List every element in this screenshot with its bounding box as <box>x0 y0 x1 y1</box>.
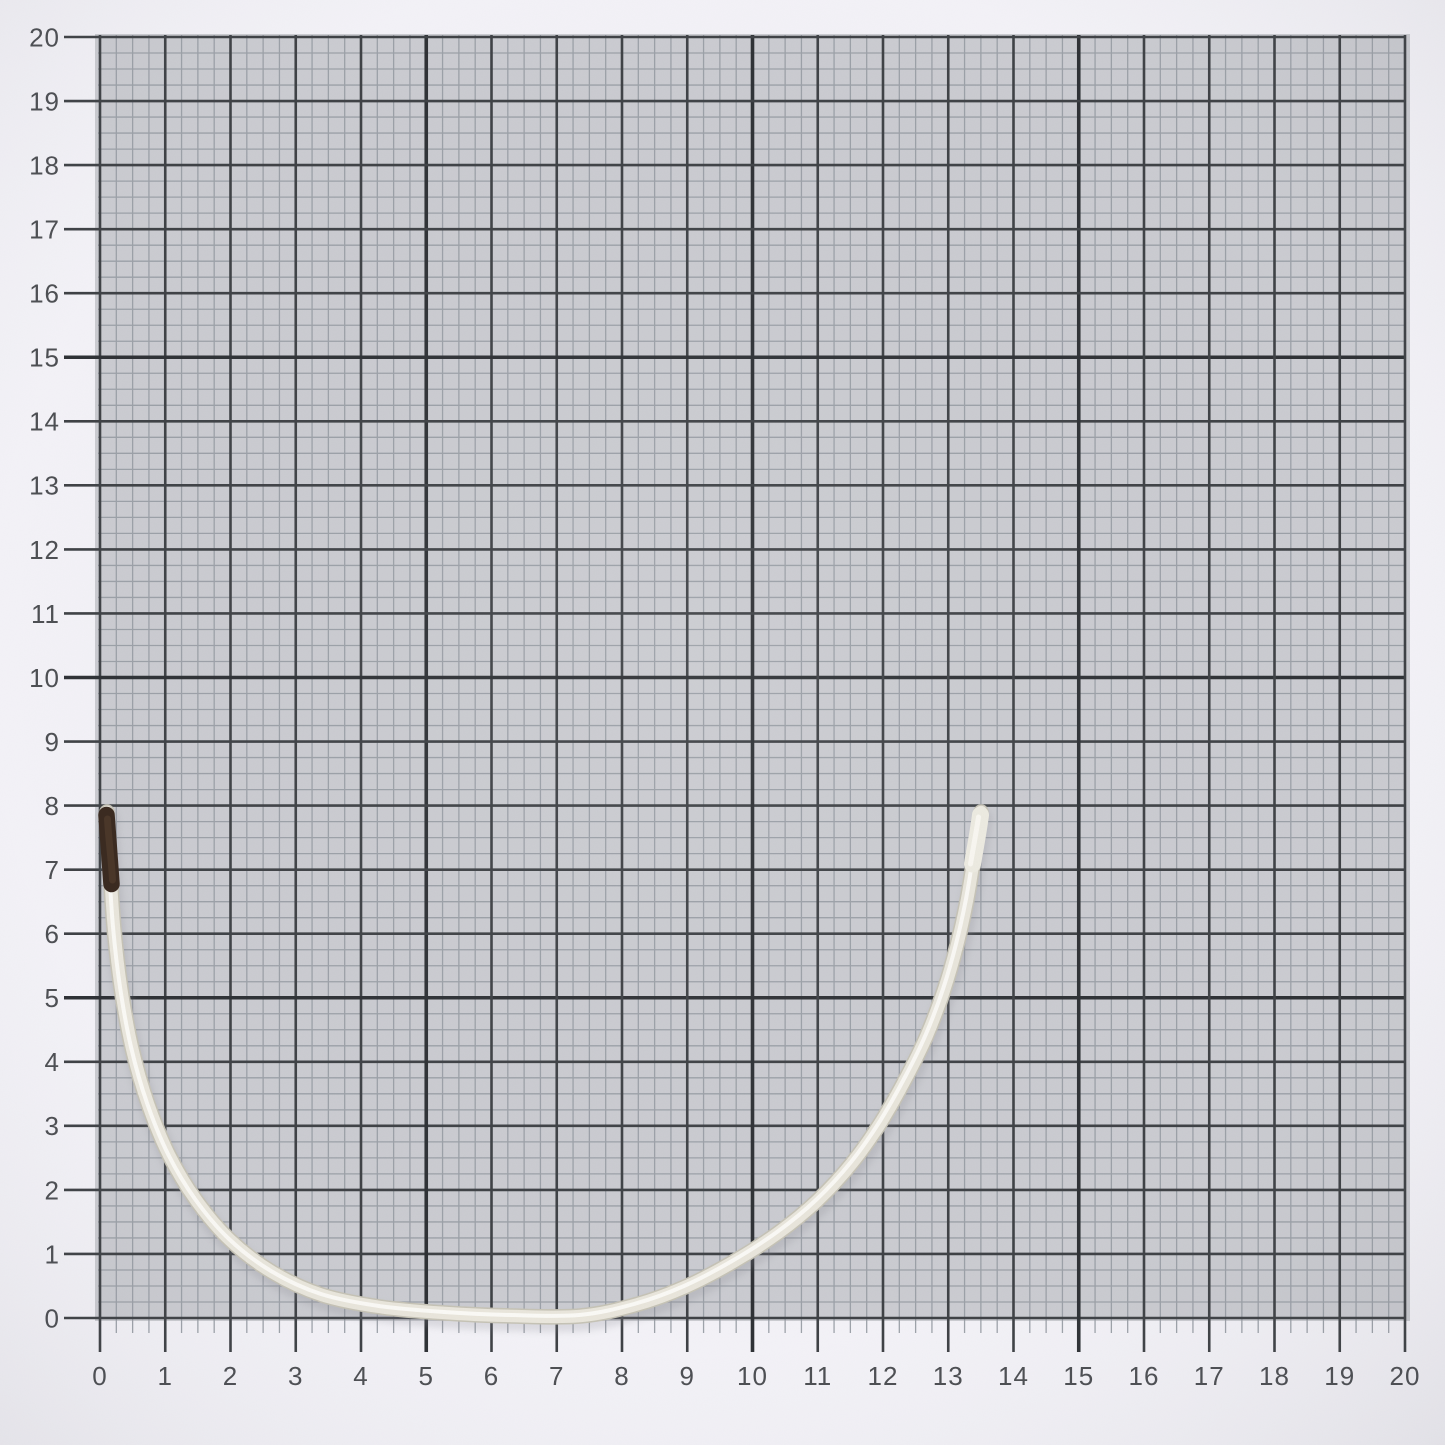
vignette <box>0 0 1445 1445</box>
photo-scene: 2019181716151413121110987654321001234567… <box>0 0 1445 1445</box>
photo-lighting <box>0 0 1445 1445</box>
graph-paper-photo: 2019181716151413121110987654321001234567… <box>0 0 1445 1445</box>
